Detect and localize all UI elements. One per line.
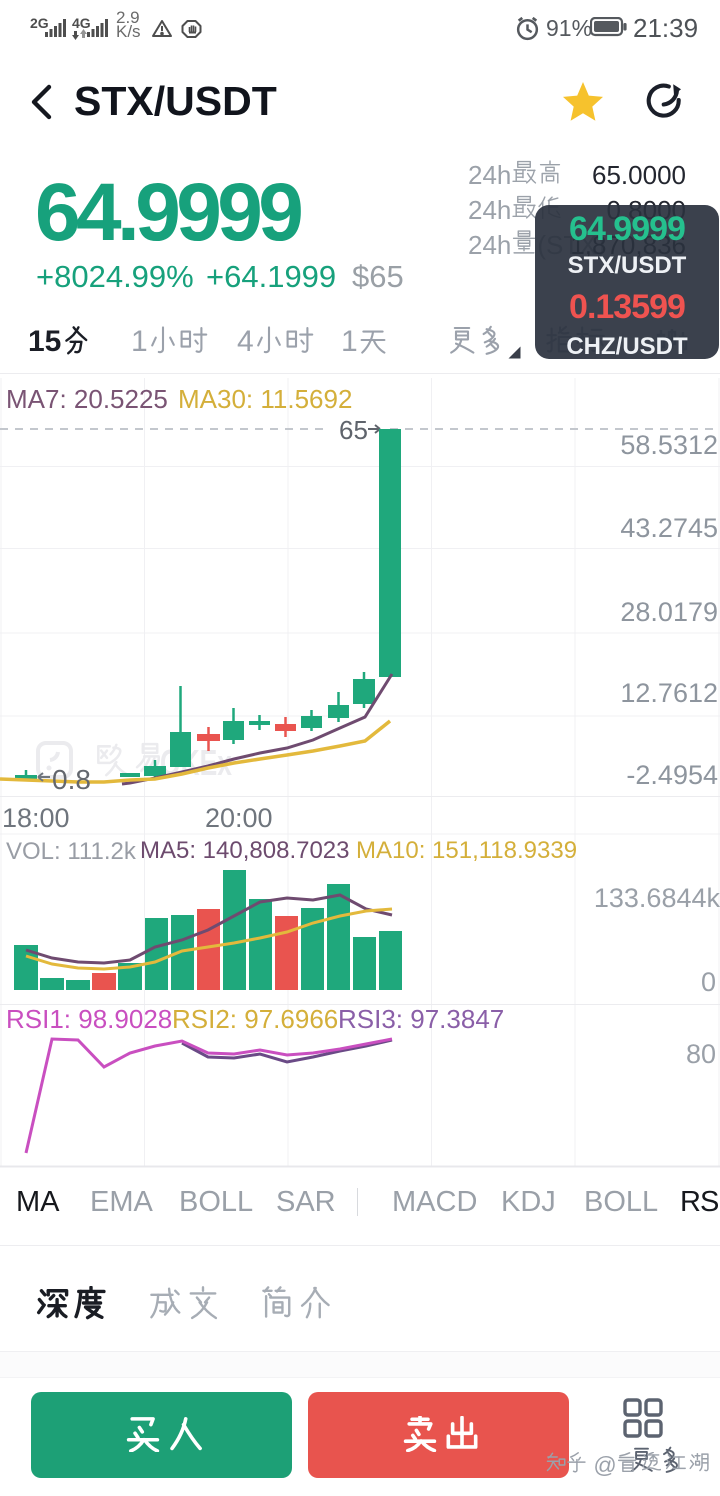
svg-text:65: 65: [339, 415, 368, 445]
svg-text:2G: 2G: [30, 15, 49, 31]
svg-text:0.8: 0.8: [52, 764, 91, 795]
svg-text:4G: 4G: [72, 15, 91, 31]
